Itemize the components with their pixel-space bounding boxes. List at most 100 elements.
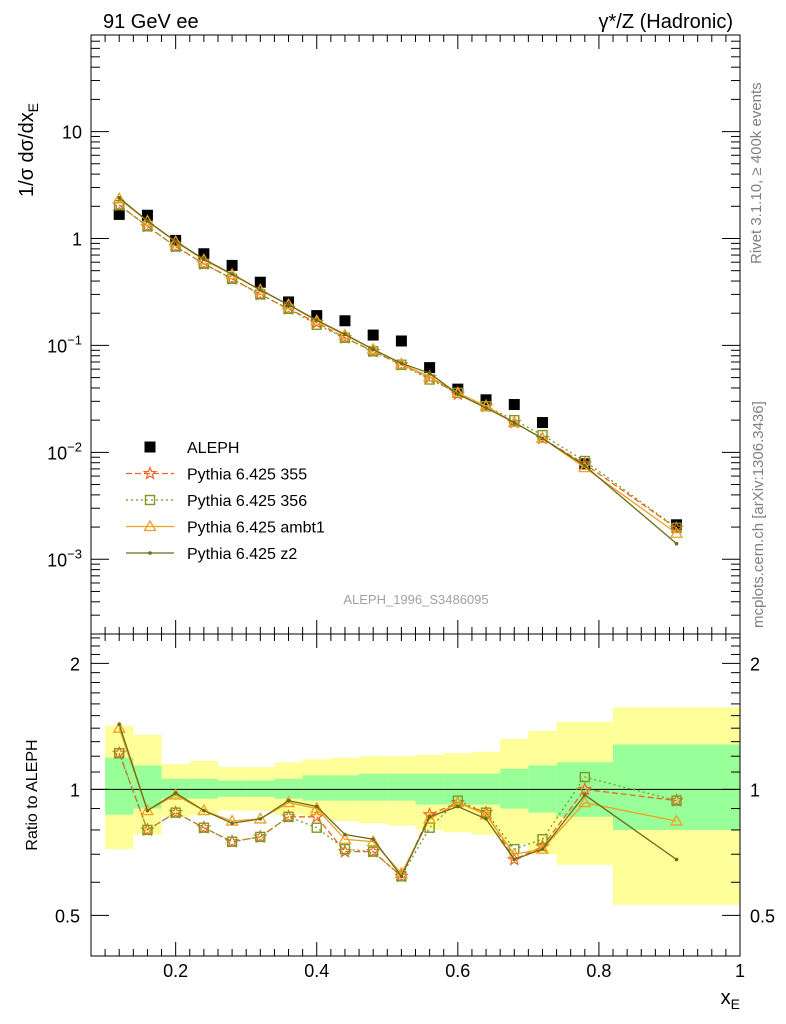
series-line [118, 724, 677, 878]
triangle-marker [112, 192, 126, 204]
legend-label: Pythia 6.425 z2 [187, 546, 297, 563]
aleph-data-point [395, 335, 407, 347]
series-line [118, 197, 677, 545]
stat-uncertainty-band [359, 773, 388, 801]
triangle-marker [310, 313, 324, 326]
square-marker [114, 748, 125, 759]
x-tick-label: 1 [735, 961, 745, 981]
dot-marker [674, 857, 679, 862]
dot-marker [583, 463, 587, 468]
triangle-marker [225, 814, 239, 826]
dot-marker [484, 817, 488, 821]
dot-marker [456, 392, 460, 396]
main-y-tick-label: 10−2 [47, 439, 82, 463]
square-marker [198, 822, 210, 833]
data-series-layer [111, 192, 684, 883]
square-marker [142, 824, 153, 836]
stat-uncertainty-band [246, 780, 275, 797]
square-marker [311, 822, 322, 833]
triangle-marker [479, 399, 493, 411]
dot-marker [202, 257, 206, 262]
dot-marker [314, 318, 319, 323]
dot-marker [674, 541, 679, 546]
triangle-marker [253, 283, 267, 295]
legend-entry: Pythia 6.425 ambt1 [126, 520, 325, 537]
dot-marker [583, 793, 587, 797]
stat-uncertainty-band [133, 765, 162, 809]
dot-marker [540, 847, 545, 851]
triangle-marker [143, 519, 157, 532]
triangle-marker [253, 812, 267, 824]
x-tick-label: 0.2 [163, 961, 188, 981]
triangle-marker [112, 721, 126, 733]
dot-marker [399, 874, 404, 879]
x-tick-label: 0.6 [445, 961, 470, 981]
dot-marker [202, 808, 206, 813]
square-marker [671, 795, 682, 806]
dot-marker [427, 371, 432, 375]
triangle-marker [535, 842, 550, 854]
dot-marker [173, 791, 178, 795]
triangle-marker [197, 253, 211, 265]
series-pythia-6-425-ambt1 [112, 192, 684, 538]
ratio-y-tick-label-left: 2 [70, 654, 80, 674]
stat-uncertainty-band [613, 744, 740, 830]
legend-label: Pythia 6.425 356 [187, 493, 307, 510]
triangle-marker [338, 832, 352, 844]
dot-marker [399, 361, 404, 366]
stat-uncertainty-band [302, 775, 331, 801]
dot-marker [258, 288, 263, 292]
ratio-y-tick-label-right: 0.5 [750, 906, 775, 926]
series-pythia-6-425-z2 [117, 722, 679, 879]
aleph-data-point [367, 329, 379, 341]
dot-marker [484, 406, 488, 410]
aleph-data-point [339, 315, 351, 327]
main-y-tick-label: 10 [62, 123, 82, 143]
triangle-marker [169, 235, 183, 247]
dot-marker [117, 722, 122, 727]
ratio-uncertainty-bands [91, 707, 740, 905]
dot-marker [371, 837, 375, 842]
ratio-y-tick-label-right: 1 [750, 780, 760, 800]
aleph-data-point [113, 208, 125, 220]
star-marker [142, 465, 158, 480]
dot-marker [456, 804, 460, 809]
legend-entry: Pythia 6.425 z2 [126, 546, 297, 563]
aleph-data-point [671, 519, 683, 531]
ratio-y-tick-label-left: 1 [70, 780, 80, 800]
stat-uncertainty-band [217, 780, 247, 797]
main-y-tick-label: 1 [72, 229, 82, 249]
dot-marker [371, 347, 375, 352]
triangle-marker [140, 214, 155, 226]
aleph-data-point [424, 362, 436, 374]
dot-marker [286, 302, 291, 307]
square-marker [170, 807, 181, 818]
square-marker [144, 494, 156, 506]
series-pythia-6-425-356 [114, 748, 682, 882]
legend-entry: ALEPH [144, 440, 239, 457]
legend-entry: Pythia 6.425 355 [126, 465, 307, 484]
triangle-marker [394, 357, 409, 369]
ratio-y-tick-label-right: 2 [750, 654, 760, 674]
rivet-version-label: Rivet 3.1.10, ≥ 400k events [748, 82, 765, 264]
triangle-marker [366, 834, 380, 847]
dot-marker [512, 420, 517, 425]
ratio-y-axis-title: Ratio to ALEPH [24, 739, 41, 850]
main-y-tick-label: 10−1 [47, 332, 82, 356]
dot-marker [230, 821, 234, 826]
star-marker [309, 809, 325, 823]
dot-marker [145, 808, 150, 813]
square-marker [114, 199, 125, 211]
stat-uncertainty-band [105, 757, 134, 815]
dot-marker [540, 436, 545, 441]
square-marker [579, 771, 591, 783]
triangle-marker [197, 803, 211, 816]
dot-marker [343, 332, 347, 337]
dot-marker [258, 817, 263, 821]
triangle-marker [338, 328, 352, 340]
triangle-marker [310, 801, 324, 814]
square-marker [671, 522, 682, 533]
triangle-marker [225, 267, 239, 280]
mcplots-credit-label: mcplots.cern.ch [arXiv:1306.3436] [750, 401, 767, 628]
dot-marker [117, 196, 122, 200]
